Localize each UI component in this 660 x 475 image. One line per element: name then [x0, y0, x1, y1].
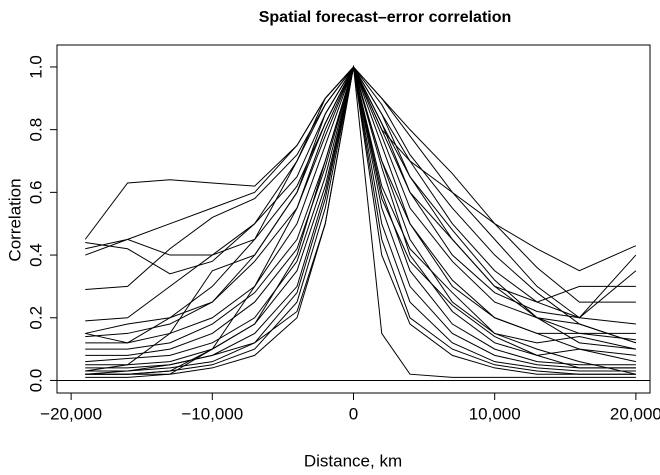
x-axis-label: Distance, km — [304, 451, 402, 470]
y-axis-label: Correlation — [5, 178, 24, 261]
series-line — [85, 66, 636, 375]
x-tick-label: 20,000 — [610, 404, 660, 423]
y-tick-label: 0.0 — [26, 369, 45, 393]
chart-title: Spatial forecast–error correlation — [259, 9, 512, 26]
y-tick-label: 1.0 — [26, 55, 45, 79]
plot-frame — [56, 44, 651, 394]
x-tick-label: 10,000 — [469, 404, 521, 423]
x-tick-label: −20,000 — [40, 404, 102, 423]
x-tick-label: 0 — [349, 404, 358, 423]
x-tick-label: −10,000 — [181, 404, 243, 423]
y-tick-label: 0.4 — [26, 243, 45, 267]
y-tick-label: 0.8 — [26, 118, 45, 142]
y-tick-label: 0.6 — [26, 181, 45, 205]
y-tick-label: 0.2 — [26, 306, 45, 330]
series-line — [85, 66, 636, 375]
